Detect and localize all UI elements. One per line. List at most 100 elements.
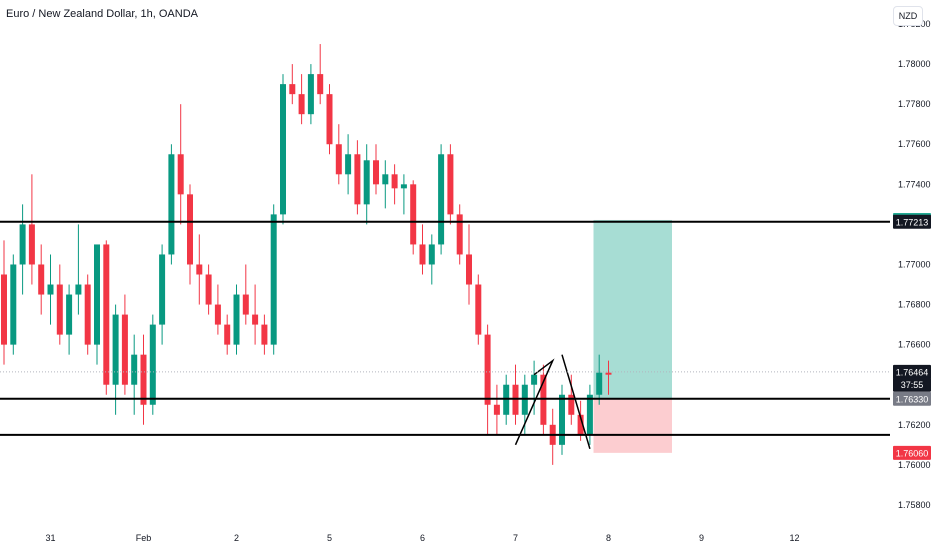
- price-tick-label: 1.76000: [898, 460, 931, 470]
- candle-body: [410, 184, 417, 245]
- price-tick-label: 1.76600: [898, 340, 931, 350]
- candle-body: [270, 214, 277, 345]
- candle-body: [224, 324, 231, 345]
- candle-body: [521, 384, 528, 415]
- candle-body: [466, 254, 472, 285]
- pattern-line-right: [561, 354, 591, 450]
- candle-body: [280, 84, 286, 215]
- candle-body: [47, 284, 54, 295]
- time-tick-label: 5: [327, 533, 332, 543]
- chart-title: Euro / New Zealand Dollar, 1h, OANDA: [6, 8, 198, 20]
- stop-zone: [593, 398, 672, 453]
- candle-body: [363, 160, 370, 205]
- candle-body: [586, 394, 593, 435]
- candle-body: [168, 154, 175, 255]
- candle-body: [475, 284, 482, 335]
- candle-body: [261, 324, 268, 345]
- candle-body: [512, 384, 519, 415]
- time-tick-label: 9: [699, 533, 704, 543]
- price-tick-label: 1.77800: [898, 99, 931, 109]
- candle-body: [75, 284, 82, 295]
- candle-body: [438, 154, 445, 245]
- candle-body: [503, 384, 510, 415]
- price-axis-label-bg: [893, 445, 931, 460]
- candle-body: [531, 374, 538, 385]
- candle-body: [456, 214, 463, 255]
- price-tick-label: 1.76200: [898, 420, 931, 430]
- candle-body: [84, 284, 91, 345]
- candle-body: [493, 404, 500, 415]
- candle-body: [335, 144, 342, 175]
- price-tick-label: 1.75800: [898, 500, 931, 510]
- time-tick-label: 2: [234, 533, 239, 543]
- candle-body: [1, 274, 7, 345]
- candle-body: [559, 394, 565, 445]
- candle-body: [577, 414, 584, 435]
- pattern-line-left: [514, 358, 555, 446]
- candle-body: [94, 244, 100, 345]
- candle-body: [289, 84, 296, 95]
- candle-body: [28, 224, 35, 265]
- candle-body: [596, 372, 603, 395]
- candle-body: [484, 334, 491, 405]
- candle-body: [298, 94, 305, 115]
- candle-body: [307, 74, 314, 115]
- time-tick-label: 7: [513, 533, 518, 543]
- candle-body: [419, 244, 426, 265]
- candle-body: [391, 174, 398, 189]
- price-tick-label: 1.77600: [898, 139, 931, 149]
- candle-body: [149, 324, 156, 405]
- candle-body: [242, 294, 249, 315]
- candle-body: [382, 174, 389, 185]
- candle-body: [103, 244, 110, 385]
- candle-body: [66, 294, 73, 335]
- candle-body: [196, 264, 203, 275]
- candle-body: [345, 154, 352, 175]
- price-axis-label: 1.76464: [896, 367, 929, 377]
- candle-body: [121, 314, 128, 385]
- candle-body: [326, 94, 333, 145]
- price-axis-label: 1.76330: [896, 394, 929, 404]
- candle-body: [38, 264, 45, 295]
- candle-body: [233, 294, 240, 345]
- candle-body: [177, 154, 184, 195]
- candle-body: [131, 354, 138, 385]
- candle-body: [252, 314, 259, 325]
- price-tick-label: 1.76800: [898, 300, 931, 310]
- time-tick-label: 6: [420, 533, 425, 543]
- time-tick-label: Feb: [136, 533, 152, 543]
- currency-button[interactable]: NZD: [893, 6, 923, 26]
- price-tick-label: 1.78000: [898, 59, 931, 69]
- price-axis-label: 1.77213: [896, 217, 929, 227]
- price-axis-label: 1.76060: [896, 448, 929, 458]
- candle-body: [56, 284, 63, 335]
- candle-body: [373, 160, 379, 185]
- candle-body: [205, 274, 212, 305]
- candle-body: [354, 154, 361, 205]
- price-axis-label: 37:55: [901, 380, 924, 390]
- price-tick-label: 1.77400: [898, 179, 931, 189]
- candle-body: [447, 154, 454, 215]
- candle-body: [10, 264, 17, 345]
- candle-body: [19, 224, 26, 265]
- time-tick-label: 31: [45, 533, 55, 543]
- price-axis-label-bg: [893, 377, 931, 392]
- candle-body: [112, 314, 119, 385]
- price-axis-label-bg: [893, 214, 931, 229]
- price-axis-label-bg: [893, 391, 931, 406]
- candle-body: [159, 254, 166, 325]
- candle-body: [605, 372, 612, 375]
- candle-body: [428, 244, 435, 265]
- candle-body: [317, 74, 324, 95]
- time-tick-label: 12: [789, 533, 799, 543]
- candle-body: [214, 304, 221, 325]
- target-zone: [593, 219, 672, 399]
- time-tick-label: 8: [606, 533, 611, 543]
- candle-body: [568, 394, 575, 415]
- candle-body: [540, 374, 547, 425]
- price-tick-label: 1.77000: [898, 259, 931, 269]
- candle-body: [140, 354, 147, 405]
- price-axis-label-bg: [893, 364, 931, 379]
